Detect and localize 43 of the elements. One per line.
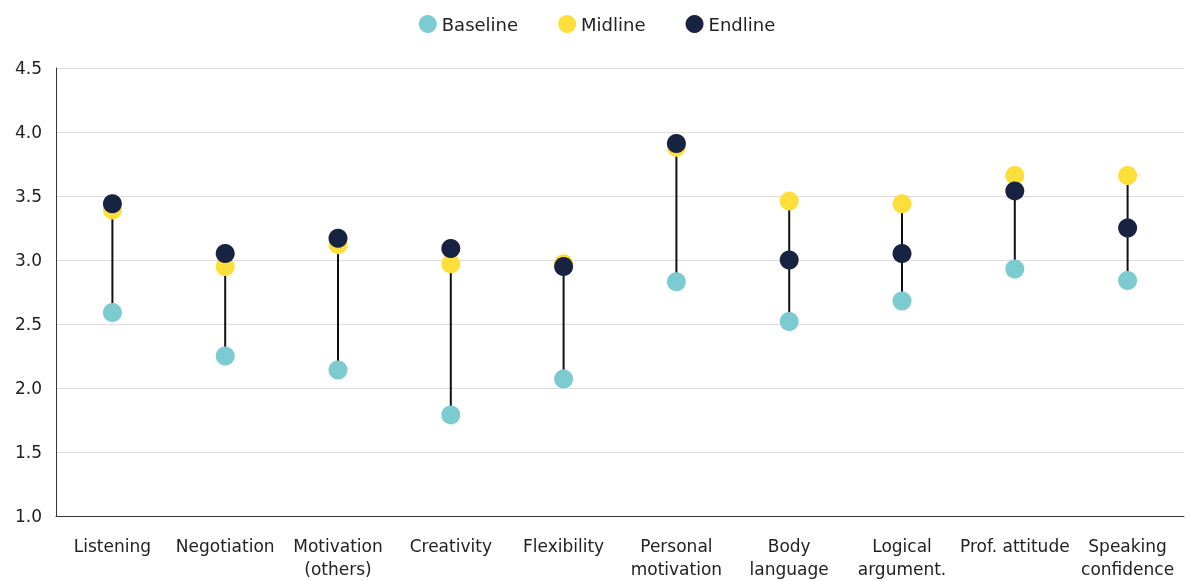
point	[779, 191, 799, 211]
point	[892, 244, 912, 264]
point	[328, 360, 348, 380]
y-tick-label: 1.0	[14, 506, 42, 526]
y-tick-label: 1.5	[14, 442, 42, 462]
x-tick-label: Personal motivation	[630, 535, 723, 579]
x-tick-label: Prof. attitude	[959, 535, 1070, 556]
point	[1118, 166, 1138, 186]
y-tick-label: 3.0	[14, 250, 42, 270]
point	[1005, 166, 1025, 186]
point	[1118, 218, 1138, 238]
point	[554, 369, 574, 389]
legend-label: Midline	[581, 13, 646, 35]
x-tick-label: Speaking confidence	[1081, 535, 1175, 579]
point	[102, 194, 122, 214]
point	[215, 346, 235, 366]
x-tick-label: Creativity	[409, 535, 492, 556]
x-tick-label: Body language	[749, 535, 829, 579]
point	[328, 228, 348, 248]
point	[441, 238, 461, 258]
legend-label: Endline	[708, 13, 776, 35]
point	[779, 311, 799, 331]
legend-label: Baseline	[441, 13, 519, 35]
point	[892, 291, 912, 311]
y-tick-label: 2.0	[14, 378, 42, 398]
x-tick-label: Motivation (others)	[293, 535, 383, 579]
y-tick-label: 2.5	[14, 314, 42, 334]
point	[892, 194, 912, 214]
x-tick-label: Negotiation	[175, 535, 275, 556]
x-tick-label: Flexibility	[523, 535, 605, 556]
point	[1005, 259, 1025, 279]
point	[1118, 270, 1138, 290]
x-tick-label: Listening	[73, 535, 152, 556]
point	[102, 302, 122, 322]
y-tick-label: 3.5	[14, 186, 42, 206]
point	[441, 405, 461, 425]
point	[779, 250, 799, 270]
y-tick-label: 4.0	[14, 122, 42, 142]
point	[666, 272, 686, 292]
x-tick-label: Logical argument.	[857, 535, 947, 579]
point	[215, 244, 235, 264]
point	[1005, 181, 1025, 201]
y-tick-label: 4.5	[14, 58, 42, 78]
